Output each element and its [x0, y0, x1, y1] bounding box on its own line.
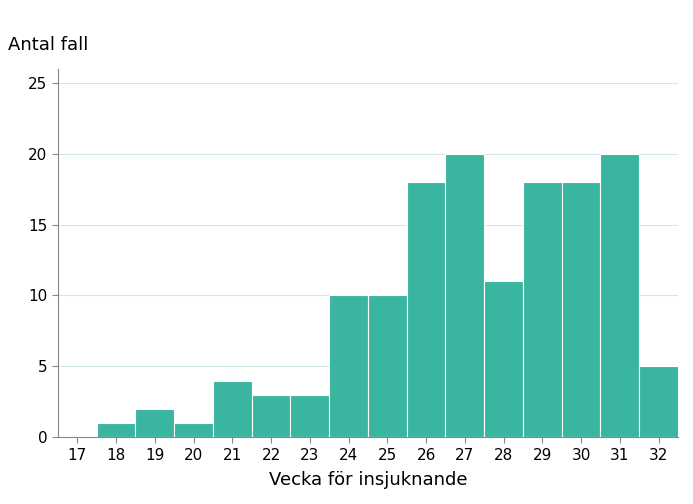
- Bar: [562, 182, 601, 437]
- Text: Antal fall: Antal fall: [8, 36, 89, 54]
- Bar: [368, 295, 407, 437]
- Bar: [446, 154, 484, 437]
- Bar: [290, 395, 329, 437]
- Bar: [639, 366, 678, 437]
- Bar: [213, 381, 252, 437]
- Bar: [329, 295, 368, 437]
- Bar: [174, 423, 213, 437]
- Bar: [523, 182, 562, 437]
- Bar: [407, 182, 446, 437]
- Bar: [601, 154, 639, 437]
- X-axis label: Vecka för insjuknande: Vecka för insjuknande: [269, 471, 467, 489]
- Bar: [484, 281, 523, 437]
- Bar: [97, 423, 135, 437]
- Bar: [135, 409, 174, 437]
- Bar: [252, 395, 290, 437]
